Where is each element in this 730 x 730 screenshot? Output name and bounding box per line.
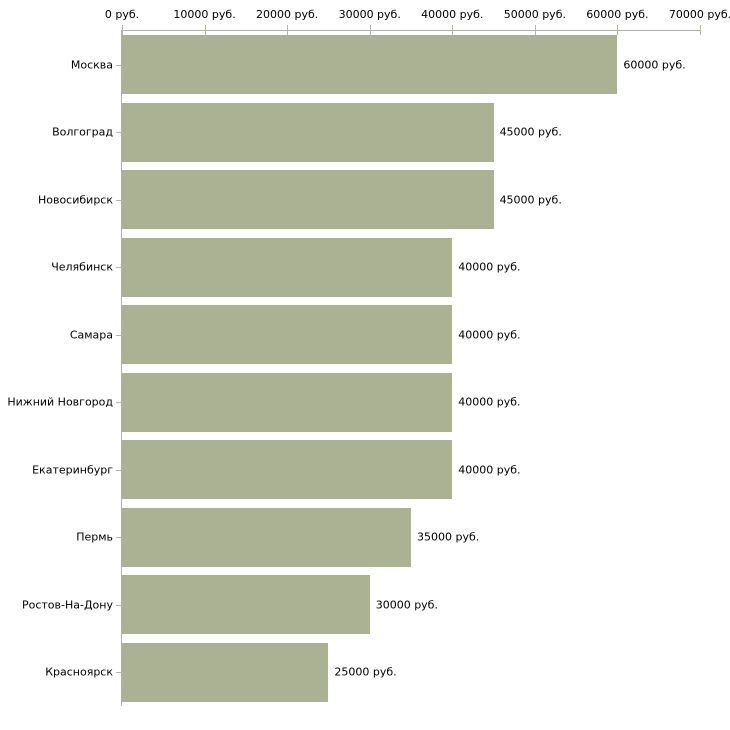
x-axis-tick-label: 60000 руб. <box>586 8 649 21</box>
x-axis-tick-label: 0 руб. <box>104 8 140 21</box>
y-axis-tick-mark <box>116 402 122 403</box>
y-axis-tick-mark <box>116 335 122 336</box>
bar-value-label: 30000 руб. <box>375 598 438 612</box>
x-axis-line <box>122 30 700 31</box>
y-axis-tick-mark <box>116 537 122 538</box>
x-axis-tick-label: 70000 руб. <box>668 8 730 21</box>
bar[interactable] <box>122 507 411 567</box>
x-axis-tick-label: 40000 руб. <box>421 8 484 21</box>
bar-value-label: 60000 руб. <box>623 58 686 72</box>
bar[interactable] <box>122 102 494 162</box>
bar-value-label: 25000 руб. <box>334 665 397 679</box>
y-axis-tick-mark <box>116 672 122 673</box>
y-axis-category-label: Нижний Новгород <box>7 395 113 409</box>
x-axis-tick-mark <box>452 25 454 35</box>
x-axis-tick-mark <box>700 25 701 35</box>
y-axis-category-label: Екатеринбург <box>32 463 113 477</box>
x-axis-tick-mark <box>122 25 123 35</box>
x-axis-tick-label: 30000 руб. <box>338 8 401 21</box>
x-axis-tick-label: 10000 руб. <box>173 8 236 21</box>
bar[interactable] <box>122 170 494 230</box>
bar-value-label: 40000 руб. <box>458 260 521 274</box>
y-axis-category-label: Новосибирск <box>37 193 113 207</box>
y-axis-category-label: Ростов-На-Дону <box>21 598 113 612</box>
y-axis-tick-mark <box>116 470 122 471</box>
y-axis-category-label: Самара <box>69 328 113 342</box>
y-axis-tick-mark <box>116 605 122 606</box>
y-axis-tick-mark <box>116 267 122 268</box>
x-axis-tick-mark <box>617 25 619 35</box>
x-axis-tick-mark <box>369 25 371 35</box>
y-axis-tick-mark <box>116 65 122 66</box>
y-axis-category-label: Красноярск <box>45 665 113 679</box>
bar[interactable] <box>122 237 453 297</box>
bar[interactable] <box>122 372 453 432</box>
bar[interactable] <box>122 35 618 95</box>
y-axis-category-label: Москва <box>70 58 113 72</box>
bar-value-label: 40000 руб. <box>458 463 521 477</box>
x-axis-tick-mark <box>204 25 206 35</box>
bar-value-label: 45000 руб. <box>499 125 562 139</box>
y-axis-category-label: Пермь <box>76 530 113 544</box>
x-axis-tick-mark <box>534 25 536 35</box>
y-axis-category-label: Челябинск <box>51 260 113 274</box>
x-axis-tick-label: 20000 руб. <box>256 8 319 21</box>
bar[interactable] <box>122 575 370 635</box>
bar[interactable] <box>122 305 453 365</box>
bar-value-label: 35000 руб. <box>417 530 480 544</box>
y-axis-category-label: Волгоград <box>52 125 113 139</box>
x-axis-tick-label: 50000 руб. <box>503 8 566 21</box>
y-axis-tick-mark <box>116 132 122 133</box>
bar-value-label: 40000 руб. <box>458 395 521 409</box>
y-axis-tick-mark <box>116 200 122 201</box>
bar-value-label: 40000 руб. <box>458 328 521 342</box>
bar[interactable] <box>122 440 453 500</box>
bar[interactable] <box>122 642 329 702</box>
bar-value-label: 45000 руб. <box>499 193 562 207</box>
y-axis-line <box>121 30 122 706</box>
x-axis-tick-mark <box>287 25 289 35</box>
